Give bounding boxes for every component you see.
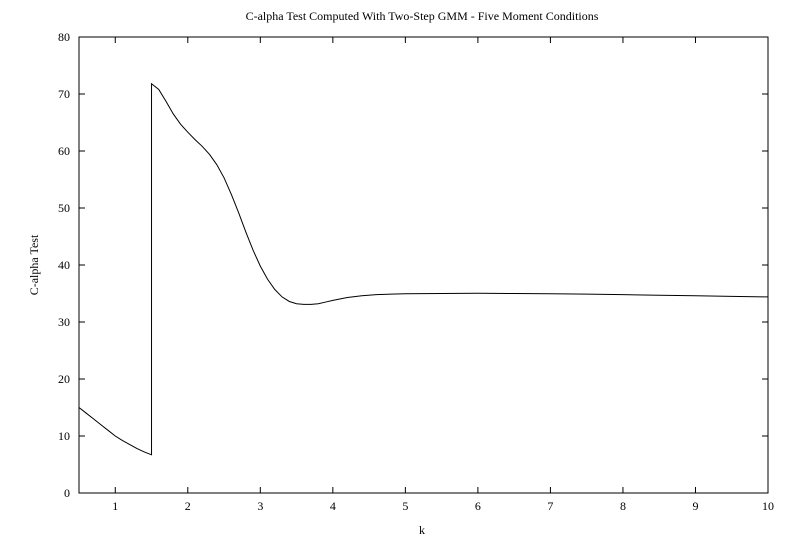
chart-title: C-alpha Test Computed With Two-Step GMM … <box>246 9 599 23</box>
y-tick-label: 50 <box>58 201 70 215</box>
tick-labels: 1 2 3 4 5 6 7 8 9 10 0 10 20 30 40 50 60 70 80 <box>58 30 774 513</box>
x-tick-label: 6 <box>475 499 481 513</box>
ticks <box>79 36 769 494</box>
y-tick-label: 70 <box>58 87 70 101</box>
x-tick-label: 2 <box>185 499 191 513</box>
series-line <box>78 82 769 456</box>
y-axis-label: C-alpha Test <box>27 234 41 295</box>
x-tick-label: 4 <box>330 499 336 513</box>
y-tick-label: 30 <box>58 315 70 329</box>
x-tick-label: 3 <box>257 499 263 513</box>
x-tick-label: 1 <box>112 499 118 513</box>
y-tick-label: 40 <box>58 258 70 272</box>
y-tick-label: 60 <box>58 144 70 158</box>
y-tick-label: 20 <box>58 372 70 386</box>
y-tick-label: 80 <box>58 30 70 44</box>
x-tick-label: 7 <box>547 499 553 513</box>
x-tick-label: 8 <box>620 499 626 513</box>
x-tick-label: 10 <box>762 499 774 513</box>
plot-frame <box>78 36 769 494</box>
y-tick-label: 0 <box>64 486 70 500</box>
x-axis-label: k <box>419 523 425 537</box>
y-tick-label: 10 <box>58 429 70 443</box>
x-tick-label: 9 <box>692 499 698 513</box>
x-tick-label: 5 <box>402 499 408 513</box>
